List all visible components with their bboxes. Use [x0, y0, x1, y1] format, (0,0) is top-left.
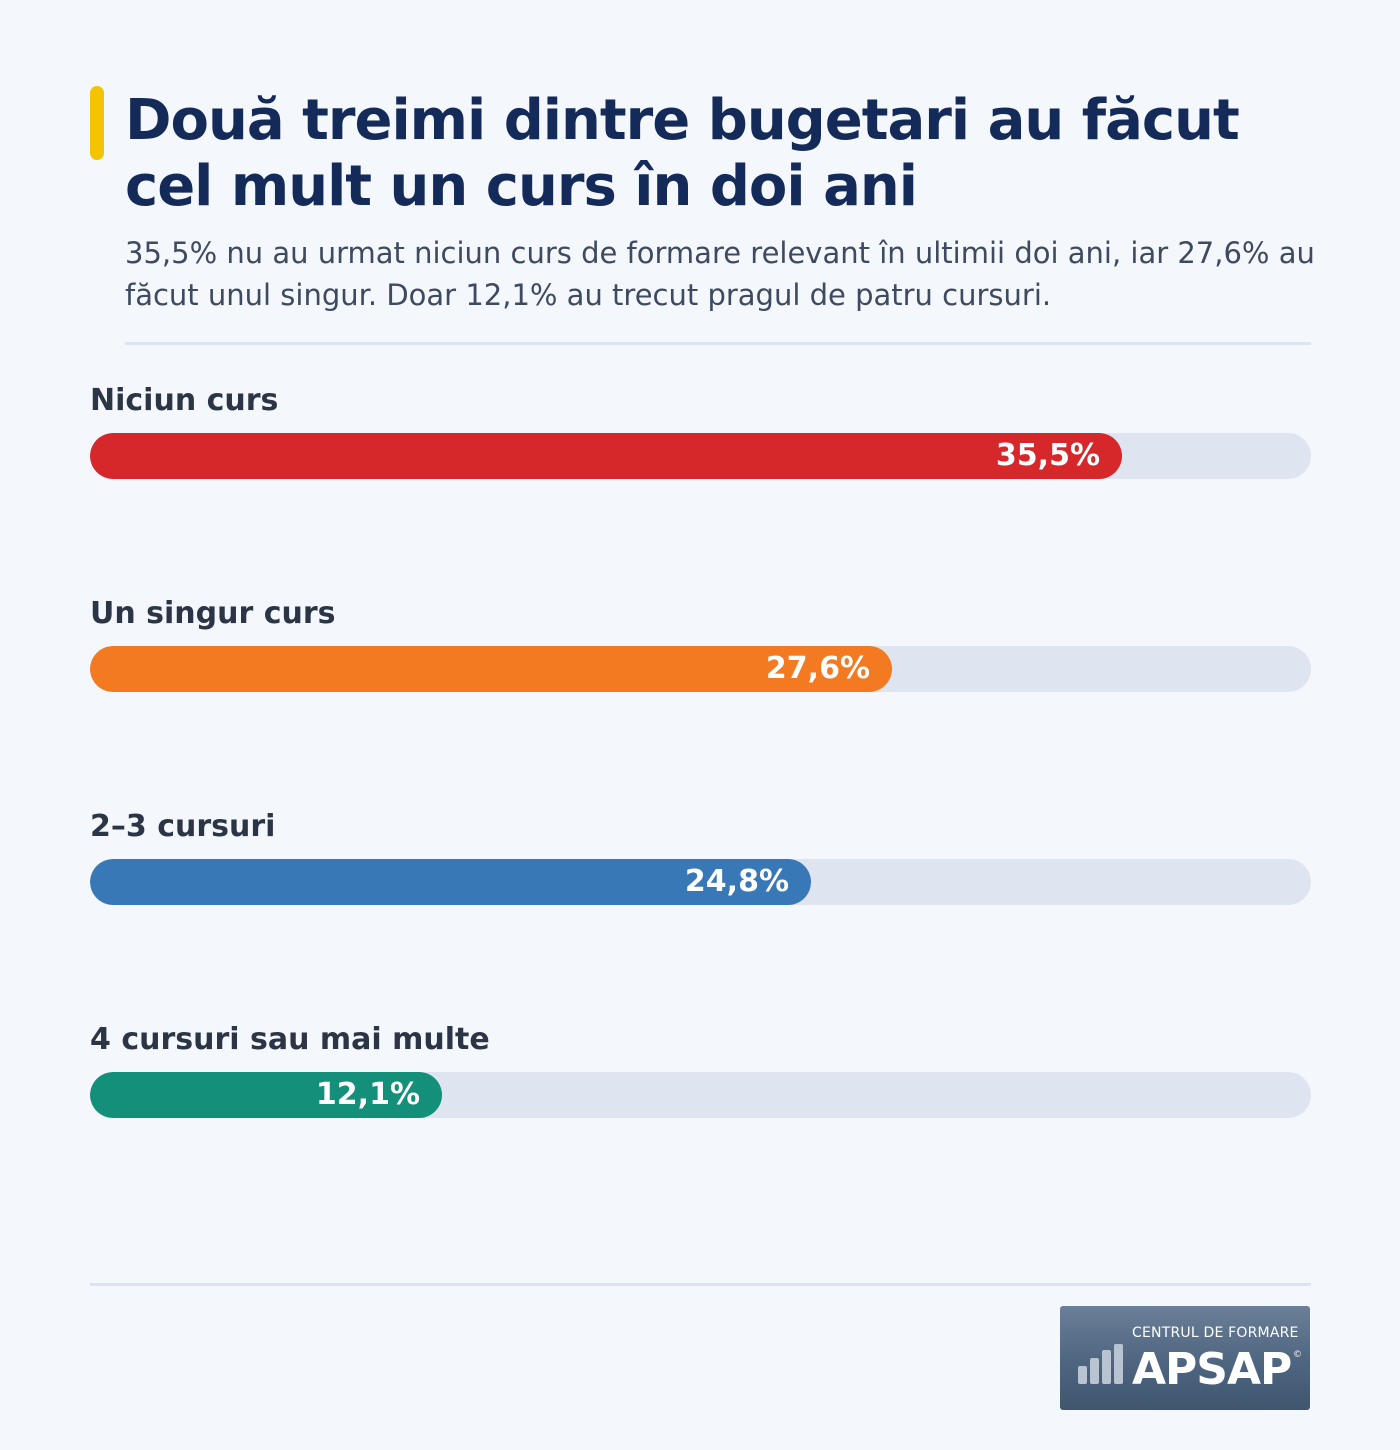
title-accent-bar — [90, 86, 104, 160]
bar-row: Niciun curs 35,5% — [90, 383, 1311, 479]
bar-row: 2–3 cursuri 24,8% — [90, 809, 1311, 905]
chart-title: Două treimi dintre bugetari au făcut cel… — [125, 88, 1240, 219]
chart-subtitle: 35,5% nu au urmat niciun curs de formare… — [125, 236, 1315, 312]
category-label: 4 cursuri sau mai multe — [90, 1022, 490, 1057]
value-label: 35,5% — [995, 438, 1100, 473]
bar-chart-logo-icon — [1078, 1344, 1123, 1384]
apsap-logo: CENTRUL DE FORMARE APSAP © — [1060, 1306, 1310, 1410]
value-label: 12,1% — [315, 1077, 420, 1112]
bar-track: 24,8% — [90, 859, 1311, 905]
bar: 27,6% — [90, 646, 892, 692]
logo-tagline: CENTRUL DE FORMARE — [1132, 1325, 1299, 1341]
value-label: 27,6% — [765, 651, 870, 686]
category-label: Un singur curs — [90, 596, 336, 631]
bar-row: Un singur curs 27,6% — [90, 596, 1311, 692]
top-divider — [125, 342, 1311, 345]
category-label: 2–3 cursuri — [90, 809, 276, 844]
bar: 12,1% — [90, 1072, 442, 1118]
value-label: 24,8% — [684, 864, 789, 899]
logo-registered-mark: © — [1293, 1350, 1302, 1360]
bar-row: 4 cursuri sau mai multe 12,1% — [90, 1022, 1311, 1118]
bar: 35,5% — [90, 433, 1122, 479]
bar-track: 27,6% — [90, 646, 1311, 692]
bar-track: 12,1% — [90, 1072, 1311, 1118]
logo-wordmark: APSAP — [1132, 1344, 1292, 1395]
bar-track: 35,5% — [90, 433, 1311, 479]
category-label: Niciun curs — [90, 383, 279, 418]
bar: 24,8% — [90, 859, 811, 905]
bottom-divider — [90, 1283, 1311, 1286]
